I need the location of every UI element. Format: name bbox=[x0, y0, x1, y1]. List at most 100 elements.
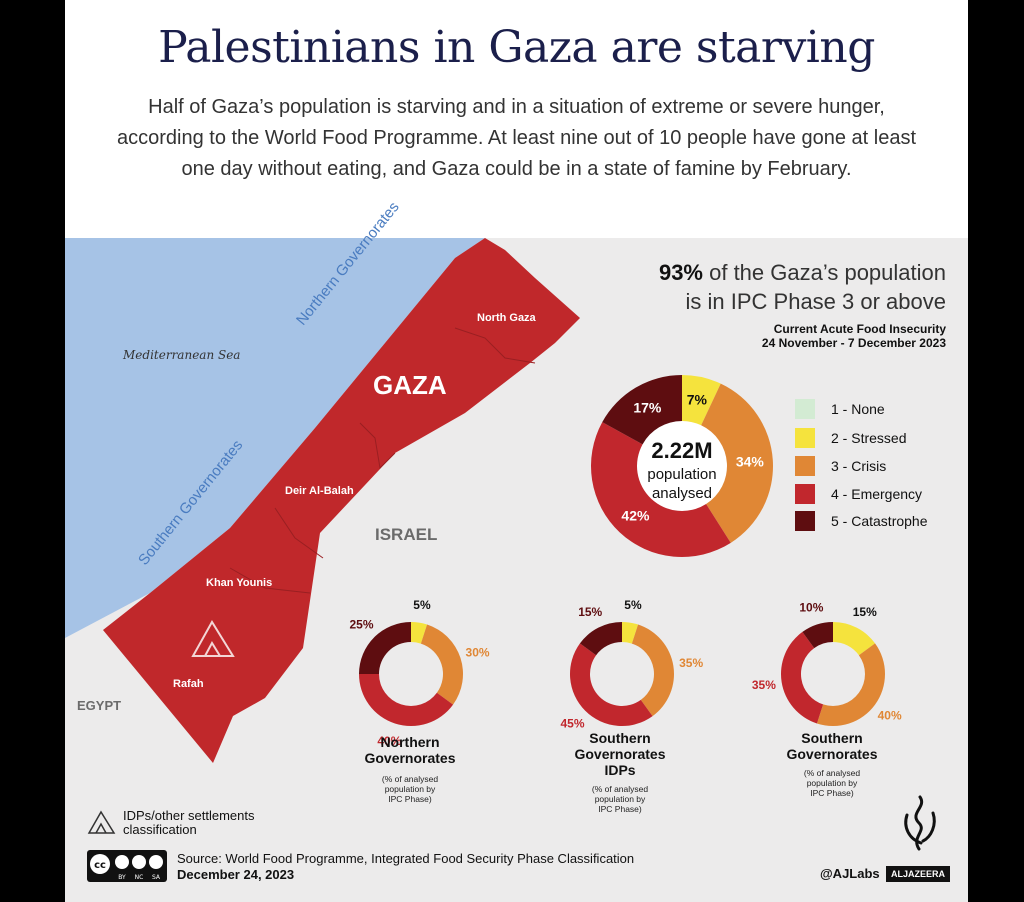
idps-title-line-1: Southern bbox=[589, 730, 651, 746]
donut-slice-label: 40% bbox=[377, 734, 401, 748]
north-note-1: (% of analysed bbox=[381, 774, 439, 784]
idps-title-line-2: Governorates bbox=[574, 746, 666, 762]
legend-swatch bbox=[795, 399, 815, 419]
donut-slice bbox=[622, 622, 639, 644]
center-line-1: population bbox=[647, 466, 716, 483]
idp-tent-icon bbox=[191, 620, 235, 657]
legend-item: 1 - None bbox=[795, 398, 885, 420]
period-line-1: Current Acute Food Insecurity bbox=[773, 322, 946, 336]
legend-item: 3 - Crisis bbox=[795, 455, 886, 477]
gaza-map-label: GAZA bbox=[373, 370, 447, 400]
headline-text-1: of the Gaza’s population bbox=[703, 260, 946, 285]
donut-southern-governorates: 15% 40% 35% 10% bbox=[752, 601, 902, 726]
place-deir-al-balah: Deir Al-Balah bbox=[285, 485, 354, 497]
aljazeera-logo-icon bbox=[904, 795, 936, 851]
donut-slice-label: 15% bbox=[578, 605, 602, 619]
place-khan-younis: Khan Younis bbox=[206, 577, 273, 589]
page-title: Palestinians in Gaza are starving bbox=[158, 22, 875, 73]
idps-note-1: (% of analysed bbox=[591, 784, 649, 794]
legend-label: 1 - None bbox=[831, 401, 885, 417]
donut-slice-label: 5% bbox=[413, 598, 431, 612]
south-title-line-1: Southern bbox=[801, 730, 863, 746]
aljazeera-wordmark: ALJAZEERA bbox=[886, 866, 950, 882]
israel-map-label: ISRAEL bbox=[375, 525, 438, 544]
northern-governorates-note: (% of analysed population by IPC Phase) bbox=[360, 774, 460, 804]
legend-label: 2 - Stressed bbox=[831, 430, 907, 446]
donut-northern-governorates: 5% 30% 40% 25% bbox=[349, 598, 489, 748]
donut-slice-label: 7% bbox=[687, 392, 708, 408]
donut-slice bbox=[411, 622, 428, 644]
source-text: Source: World Food Programme, Integrated… bbox=[177, 851, 635, 866]
place-north-gaza: North Gaza bbox=[477, 312, 536, 324]
donut-slice bbox=[701, 383, 774, 543]
idps-title-line-3: IDPs bbox=[604, 762, 636, 778]
north-note-3: IPC Phase) bbox=[388, 794, 432, 804]
center-value: 2.22M bbox=[651, 438, 712, 463]
infographic-card: Palestinians in Gaza are starving Half o… bbox=[65, 0, 968, 902]
legend-label: 5 - Catastrophe bbox=[831, 513, 928, 529]
cc-sa: SA bbox=[152, 874, 161, 881]
donut-slice-label: 42% bbox=[621, 507, 650, 523]
southern-governorates-idps-note: (% of analysed population by IPC Phase) bbox=[570, 784, 670, 814]
legend-swatch bbox=[795, 428, 815, 448]
cc-by: BY bbox=[118, 874, 126, 881]
idp-settlement-legend-label: IDPs/other settlements classification bbox=[123, 808, 255, 837]
donut-slice-label: 35% bbox=[752, 678, 776, 692]
donut-slice bbox=[420, 624, 463, 705]
donut-slice-label: 5% bbox=[624, 598, 642, 612]
headline-text-2: is in IPC Phase 3 or above bbox=[685, 289, 946, 314]
legend-item: 5 - Catastrophe bbox=[795, 510, 928, 532]
egypt-map-label: EGYPT bbox=[77, 698, 122, 713]
donut-slice bbox=[781, 631, 824, 724]
svg-text:cc: cc bbox=[94, 860, 106, 871]
donut-slice bbox=[816, 643, 886, 726]
ajlabs-credit: @AJLabs bbox=[820, 866, 880, 881]
donut-southern-governorates-idps: 5% 35% 45% 15% bbox=[560, 598, 703, 731]
legend-item: 2 - Stressed bbox=[795, 427, 906, 449]
page-subtitle: Half of Gaza’s population is starving an… bbox=[116, 96, 916, 180]
donut-slice-label: 30% bbox=[466, 646, 490, 660]
donut-slice bbox=[570, 643, 653, 726]
period-label: Current Acute Food Insecurity 24 Novembe… bbox=[762, 322, 946, 350]
southern-governorates-idps-title: Southern Governorates IDPs bbox=[545, 730, 695, 778]
donut-slice-label: 10% bbox=[799, 601, 823, 615]
donut-hole bbox=[637, 421, 727, 511]
donut-slice bbox=[833, 622, 876, 656]
northern-governorates-title: Northern Governorates bbox=[335, 734, 485, 766]
donut-slice-label: 45% bbox=[560, 717, 584, 731]
gaza-map bbox=[65, 238, 580, 763]
source-note: Source: World Food Programme, Integrated… bbox=[177, 851, 634, 883]
south-note-1: (% of analysed bbox=[803, 768, 861, 778]
center-line-2: analysed bbox=[652, 485, 712, 502]
donut-slice-label: 40% bbox=[878, 708, 902, 722]
mediterranean-sea-label: Mediterranean Sea bbox=[123, 348, 241, 362]
mediterranean-sea bbox=[65, 238, 485, 638]
headline-percent: 93% bbox=[658, 260, 703, 285]
source-date: December 24, 2023 bbox=[177, 867, 295, 882]
donut-slice-label: 35% bbox=[679, 656, 703, 670]
donut-slice bbox=[802, 622, 833, 649]
cc-nc: NC bbox=[135, 874, 144, 881]
donut-slice-label: 25% bbox=[349, 618, 373, 632]
map-and-charts-panel: Mediterranean Sea Northern Governorates … bbox=[65, 199, 968, 902]
donut-slice bbox=[579, 622, 622, 656]
donut-slice-label: 17% bbox=[633, 399, 662, 415]
donut-slice bbox=[682, 375, 721, 426]
donut-slice bbox=[602, 375, 682, 445]
donut-charts: 7% 34% 42% 17% 5% 30% 40% 25% 5% 35% 45% 15% 15% 4… bbox=[349, 375, 902, 748]
donut-slice bbox=[359, 674, 454, 726]
period-line-2: 24 November - 7 December 2023 bbox=[761, 336, 946, 350]
donut-slice-label: 15% bbox=[853, 605, 877, 619]
legend-label: 4 - Emergency bbox=[831, 486, 923, 502]
north-note-2: population by bbox=[384, 784, 436, 794]
idps-note-2: population by bbox=[594, 794, 646, 804]
south-title-line-2: Governorates bbox=[786, 746, 878, 762]
legend-swatch bbox=[795, 456, 815, 476]
idps-note-3: IPC Phase) bbox=[598, 804, 642, 814]
donut-slice bbox=[591, 422, 731, 557]
legend-swatch bbox=[795, 484, 815, 504]
governorate-borders bbox=[229, 327, 536, 594]
donut-slice bbox=[631, 624, 674, 717]
north-title-line-2: Governorates bbox=[364, 750, 456, 766]
south-note-3: IPC Phase) bbox=[810, 788, 854, 798]
